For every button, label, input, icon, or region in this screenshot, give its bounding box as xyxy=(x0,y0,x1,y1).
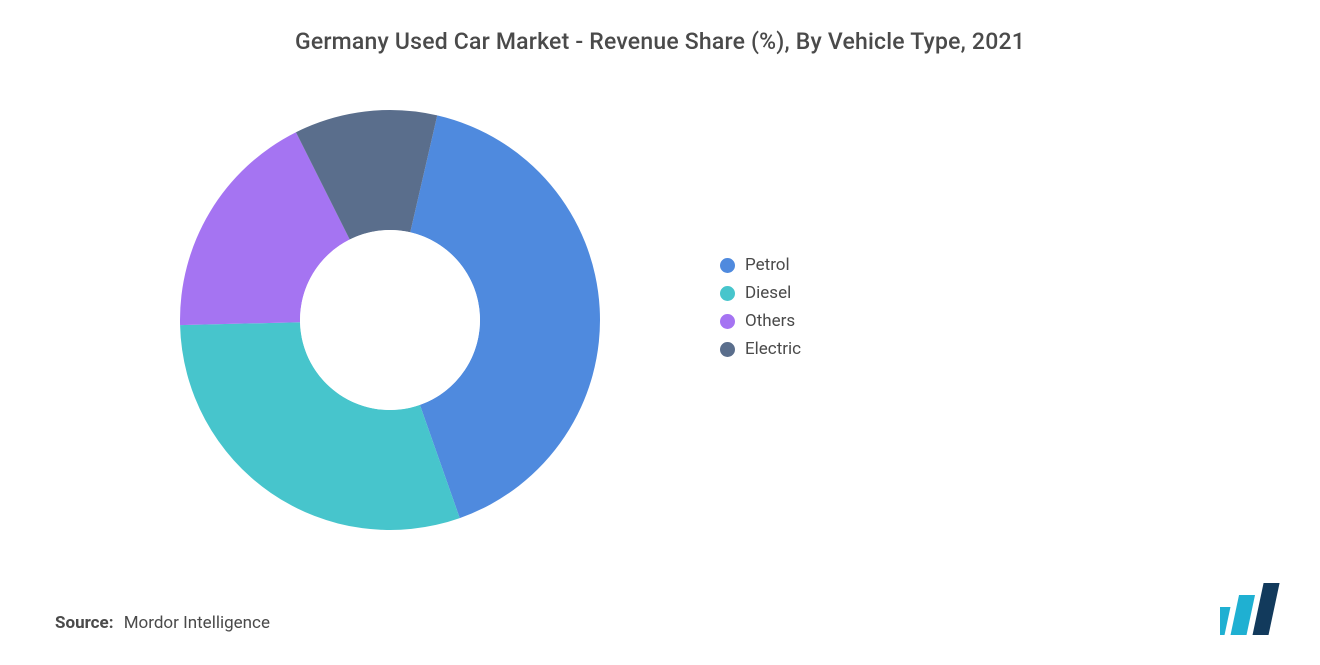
chart-legend: Petrol Diesel Others Electric xyxy=(720,255,801,367)
logo-bar xyxy=(1220,607,1230,635)
legend-item: Petrol xyxy=(720,255,801,275)
legend-label: Petrol xyxy=(745,255,790,275)
chart-title: Germany Used Car Market - Revenue Share … xyxy=(0,28,1320,55)
donut-chart xyxy=(170,100,610,540)
source-line: Source: Mordor Intelligence xyxy=(55,613,270,633)
legend-item: Others xyxy=(720,311,801,331)
legend-marker-icon xyxy=(720,258,735,273)
logo-bar xyxy=(1253,583,1280,635)
legend-label: Others xyxy=(745,311,795,331)
donut-hole xyxy=(300,230,480,410)
legend-item: Diesel xyxy=(720,283,801,303)
legend-marker-icon xyxy=(720,314,735,329)
logo-bar xyxy=(1231,595,1256,635)
legend-item: Electric xyxy=(720,339,801,359)
legend-marker-icon xyxy=(720,342,735,357)
source-label: Source: xyxy=(55,613,113,633)
legend-label: Electric xyxy=(745,339,801,359)
legend-label: Diesel xyxy=(745,283,791,303)
source-value: Mordor Intelligence xyxy=(124,613,270,633)
legend-marker-icon xyxy=(720,286,735,301)
brand-logo-icon xyxy=(1220,581,1290,641)
